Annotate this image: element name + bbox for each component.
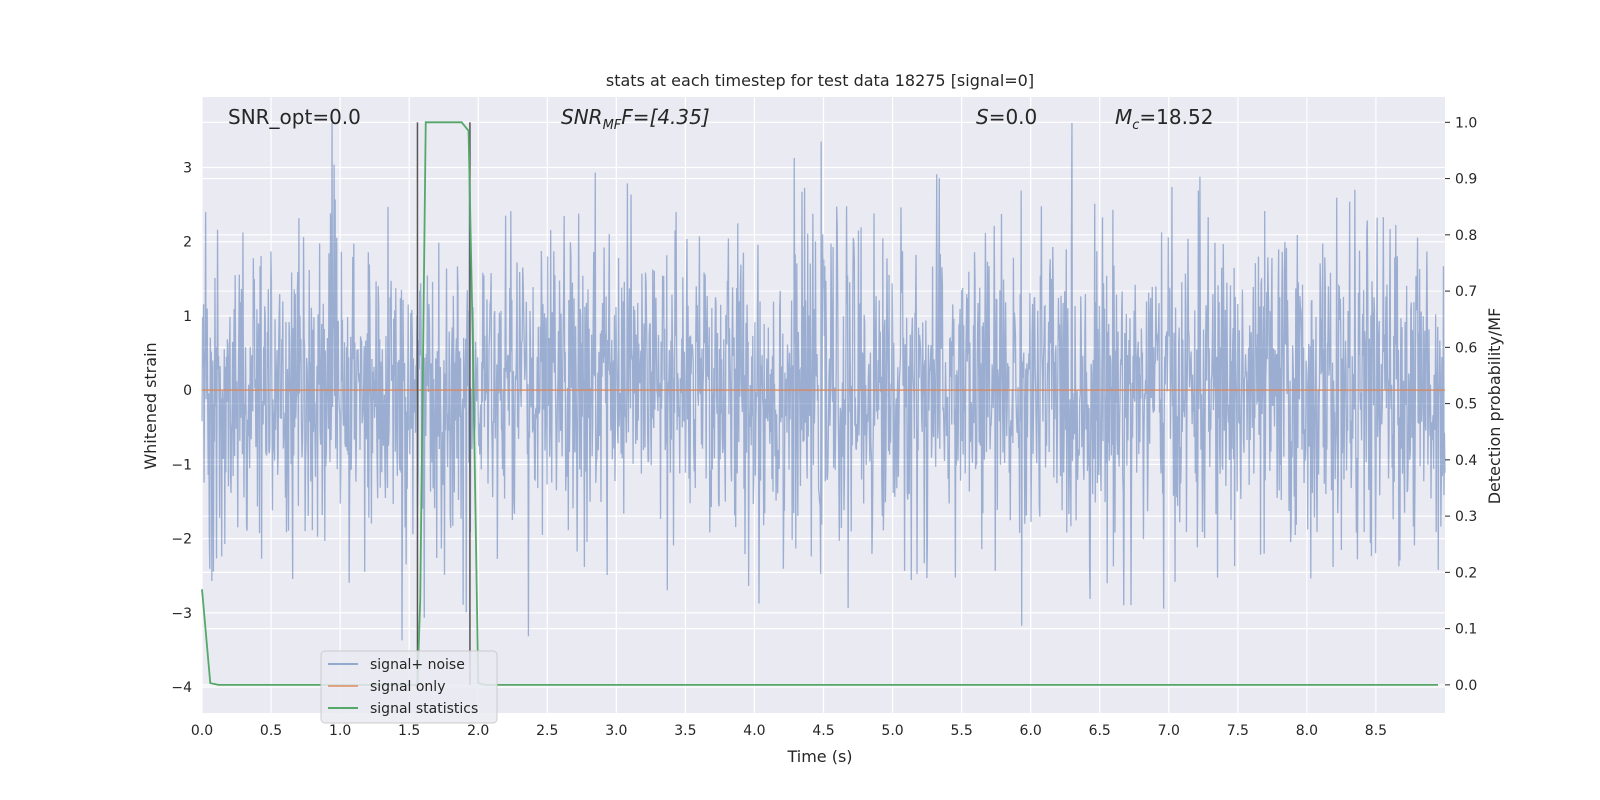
x-tick-label: 7.0 [1158,723,1180,739]
y-right-tick-label: 0.3 [1455,509,1477,525]
y-axis-right-label: Detection probability/MF [1485,308,1504,505]
x-tick-label: 6.0 [1020,723,1042,739]
y-right-tick-label: 0.7 [1455,284,1477,300]
x-tick-label: 5.0 [881,723,903,739]
x-tick-label: 0.0 [191,723,213,739]
x-tick-label: 0.5 [260,723,282,739]
annotation-mc-value: =18.52 [1139,105,1213,129]
annotation-s-symbol: S [976,105,989,129]
y-left-tick-label: 0 [183,383,192,399]
annotation-s: S=0.0 [976,105,1037,129]
x-tick-label: 6.5 [1089,723,1111,739]
y-left-tick-label: 2 [183,235,192,251]
y-axis-left-label: Whitened strain [141,342,160,469]
x-tick-label: 1.5 [398,723,420,739]
annotation-snr-mf-symbol: SNR [561,105,603,129]
y-left-tick-label: −1 [171,457,192,473]
y-left-tick-label: −2 [171,532,192,548]
y-right-tick-label: 0.8 [1455,228,1477,244]
x-tick-label: 4.0 [743,723,765,739]
x-tick-label: 7.5 [1227,723,1249,739]
x-tick-label: 8.5 [1365,723,1387,739]
legend-label-signal-statistics: signal statistics [370,701,478,717]
x-tick-label: 8.0 [1296,723,1318,739]
legend: signal+ noise signal only signal statist… [320,650,498,724]
y-left-tick-label: 3 [183,161,192,177]
x-tick-label: 3.5 [674,723,696,739]
y-right-tick-label: 0.2 [1455,565,1477,581]
annotation-snr-mf: SNRMFF=[4.35] [561,105,710,133]
x-tick-label: 2.0 [467,723,489,739]
legend-label-signal-noise: signal+ noise [370,657,465,673]
signal-statistics-line [201,121,1439,686]
x-tick-label: 4.5 [812,723,834,739]
legend-label-signal-only: signal only [370,679,445,695]
y-right-tick-label: 0.4 [1455,453,1477,469]
x-tick-label: 2.5 [536,723,558,739]
annotation-mc-symbol: M [1115,105,1132,129]
y-left-tick-label: 1 [183,309,192,325]
y-left-tick-label: −3 [171,606,192,622]
x-tick-label: 5.5 [950,723,972,739]
x-axis-ticks: 0.0 0.5 1.0 1.5 2.0 2.5 3.0 3.5 4.0 4.5 5.0 5.5 6.0 6… [191,723,1387,739]
x-tick-label: 1.0 [329,723,351,739]
chart-title: stats at each timestep for test data 182… [606,71,1034,90]
y-right-tick-label: 1.0 [1455,115,1477,131]
annotation-snr-mf-value: F=[4.35] [621,105,709,129]
annotation-mc: Mc=18.52 [1115,105,1213,133]
annotation-mc-subscript: c [1132,118,1139,133]
y-right-tick-label: 0.1 [1455,622,1477,638]
series-signal-statistics [201,121,1439,686]
x-tick-label: 3.0 [605,723,627,739]
y-axis-left-ticks: 3 2 1 0 −1 −2 −3 −4 [171,161,192,697]
series-signal-noise [201,122,1446,641]
y-right-tick-label: 0.0 [1455,678,1477,694]
noise-trace [201,122,1446,641]
y-right-tick-label: 0.5 [1455,397,1477,413]
annotation-snr-mf-subscript: MF [603,118,622,133]
annotation-s-value: =0.0 [989,105,1038,129]
y-left-tick-label: −4 [171,680,192,696]
y-axis-right-ticks: 1.0 0.9 0.8 0.7 0.6 0.5 0.4 0.3 0.2 0.1 0.0 [1445,115,1477,694]
legend-box [320,650,498,724]
y-right-tick-label: 0.9 [1455,172,1477,188]
x-axis-label: Time (s) [786,747,852,766]
annotation-snr-opt: SNR_opt=0.0 [228,105,361,129]
y-right-tick-label: 0.6 [1455,340,1477,356]
